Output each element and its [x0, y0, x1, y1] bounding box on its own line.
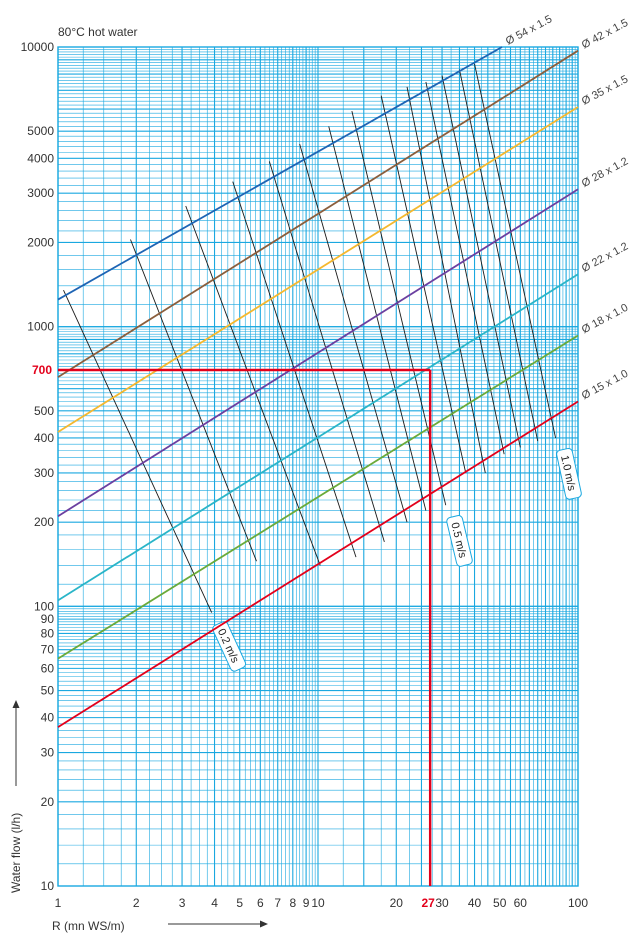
series-label: Ø 18 x 1.0	[580, 302, 630, 336]
x-tick-label: 7	[274, 896, 281, 910]
x-tick-label: 8	[289, 896, 296, 910]
series-label: Ø 15 x 1.0	[580, 368, 630, 402]
y-axis-arrow-head	[12, 700, 20, 708]
x-tick-label: 3	[179, 896, 186, 910]
velocity-line	[268, 161, 385, 543]
tick-labels: 1 2 3 4 5 6 7 8 9 10 20 30 40 50 60 1001020304050607080…	[21, 40, 589, 910]
series-line	[57, 188, 579, 517]
series-label: Ø 42 x 1.5	[580, 17, 630, 51]
y-tick-label: 5000	[27, 124, 54, 138]
velocity-line	[380, 95, 467, 473]
velocity-line	[185, 205, 321, 566]
x-axis-arrow-head	[260, 920, 268, 928]
velocity-label-box	[556, 447, 582, 500]
x-tick-label: 6	[257, 896, 264, 910]
y-tick-label: 2000	[27, 235, 54, 249]
y-tick-label: 1000	[27, 320, 54, 334]
highlight-y-label: 700	[32, 363, 52, 377]
y-tick-label: 10	[41, 879, 55, 893]
x-tick-label: 30	[435, 896, 449, 910]
velocity-line	[459, 69, 539, 442]
velocity-line	[328, 126, 427, 511]
series-line	[57, 273, 579, 602]
series-line	[57, 400, 579, 728]
x-tick-label: 2	[133, 896, 140, 910]
x-tick-label: 4	[211, 896, 218, 910]
y-axis-label: Water flow (l/h)	[9, 813, 23, 893]
plot-border	[57, 46, 579, 887]
y-tick-label: 500	[34, 404, 54, 418]
series-line	[57, 106, 579, 433]
series-label: Ø 22 x 1.2	[580, 240, 630, 274]
y-tick-label: 100	[34, 599, 54, 613]
velocity-line	[474, 63, 557, 439]
velocity-line	[406, 86, 486, 473]
y-tick-label: 30	[41, 746, 55, 760]
x-tick-label: 10	[311, 896, 325, 910]
velocity-line	[63, 290, 213, 613]
x-tick-label: 5	[236, 896, 243, 910]
y-tick-label: 200	[34, 515, 54, 529]
y-tick-label: 10000	[21, 40, 55, 54]
series-line	[57, 334, 579, 660]
highlight-x-label: 27	[421, 896, 435, 910]
x-tick-label: 100	[568, 896, 588, 910]
series-line	[57, 46, 503, 301]
velocity-line	[299, 143, 408, 523]
series-labels: Ø 15 x 1.0 Ø 18 x 1.0 Ø 22 x 1.2 Ø 28 x 1.2…	[504, 13, 630, 402]
x-tick-label: 9	[303, 896, 310, 910]
x-tick-label: 50	[493, 896, 507, 910]
y-tick-label: 50	[41, 684, 55, 698]
velocity-label-box	[446, 515, 473, 567]
x-tick-label: 40	[468, 896, 482, 910]
series-line	[57, 49, 579, 378]
x-tick-label: 20	[390, 896, 404, 910]
velocity-line	[425, 81, 505, 455]
y-tick-label: 80	[41, 626, 55, 640]
series-label: Ø 28 x 1.2	[580, 155, 630, 189]
y-tick-label: 3000	[27, 186, 54, 200]
velocity-label: 0.5 m/s	[446, 515, 473, 567]
grid	[57, 46, 579, 887]
y-tick-label: 20	[41, 795, 55, 809]
y-tick-label: 60	[41, 661, 55, 675]
y-tick-label: 4000	[27, 151, 54, 165]
y-tick-label: 90	[41, 612, 55, 626]
velocity-line	[130, 239, 257, 562]
y-tick-label: 70	[41, 643, 55, 657]
x-tick-label: 1	[55, 896, 62, 910]
y-tick-label: 40	[41, 711, 55, 725]
y-tick-label: 300	[34, 466, 54, 480]
plot-frame	[57, 46, 579, 887]
pipe-series	[57, 46, 579, 728]
series-label: Ø 54 x 1.5	[504, 13, 554, 47]
x-tick-label: 60	[514, 896, 528, 910]
series-label: Ø 35 x 1.5	[580, 73, 630, 107]
velocity-line	[441, 75, 521, 448]
velocity-lines: 0.2 m/s0.5 m/s1.0 m/s	[63, 63, 582, 672]
chart-title: 80°C hot water	[58, 25, 138, 39]
x-axis-label: R (mn WS/m)	[52, 919, 125, 933]
velocity-label: 1.0 m/s	[556, 447, 582, 500]
velocity-label-box	[212, 621, 247, 672]
y-tick-label: 400	[34, 431, 54, 445]
